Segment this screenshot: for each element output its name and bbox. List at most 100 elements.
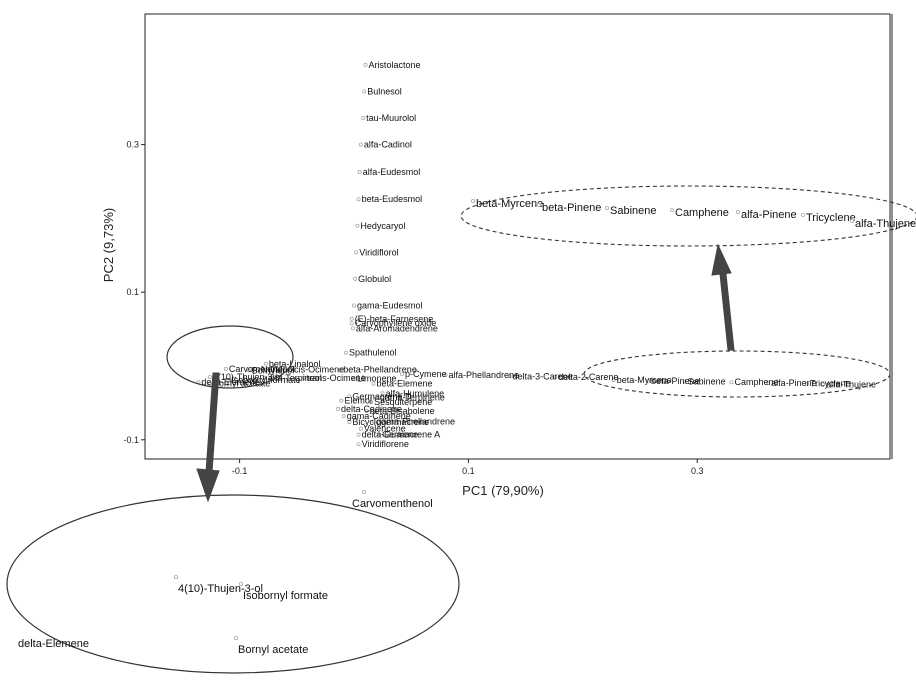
data-point xyxy=(246,368,251,373)
data-point xyxy=(371,419,376,424)
inset-point xyxy=(670,207,675,212)
x-tick-label: 0.1 xyxy=(462,466,475,476)
point-label: Hedycaryol xyxy=(360,221,405,231)
data-point xyxy=(356,197,361,202)
point-label: alfa-Humulene xyxy=(386,388,445,398)
point-label: delta-Cadinene xyxy=(341,404,402,414)
data-point xyxy=(646,378,651,383)
data-point xyxy=(371,381,376,386)
arrow-to-left-zoom xyxy=(196,372,220,503)
data-point xyxy=(821,382,826,387)
data-point xyxy=(729,380,734,385)
point-label: Aristolactone xyxy=(368,60,420,70)
point-label: Bicyclogermacrene xyxy=(352,417,429,427)
data-point xyxy=(377,432,382,437)
point-label: beta-Pinene xyxy=(651,376,700,386)
data-point xyxy=(553,375,558,380)
data-point xyxy=(380,391,385,396)
point-label: Sabinene xyxy=(688,376,726,386)
point-label: alfa-Thujene xyxy=(826,379,876,389)
y-tick-label: 0.1 xyxy=(126,287,139,297)
data-point xyxy=(223,366,228,371)
data-point xyxy=(507,374,512,379)
data-labels: Aristolactone Bulnesol tau-Muurolol alfa-Ca… xyxy=(201,60,876,449)
inset-label: Carvomenthenol xyxy=(352,498,433,510)
inset-label: beta-Myrcene xyxy=(476,198,543,210)
data-point xyxy=(341,414,346,419)
arrow-to-right-zoom xyxy=(711,243,735,351)
point-label: Germacrene A xyxy=(382,430,440,440)
data-point xyxy=(335,406,340,411)
data-point xyxy=(355,223,360,228)
data-point xyxy=(374,395,379,400)
data-point xyxy=(358,142,363,147)
point-label: Carvomenthenol xyxy=(229,364,295,374)
data-point xyxy=(351,376,356,381)
left-cluster-ellipse xyxy=(166,325,294,389)
point-label: alfa-Phellandrene xyxy=(449,370,520,380)
point-label: 4(10)-Thujen-3-ol xyxy=(213,372,283,382)
data-point xyxy=(262,375,267,380)
point-label: delta-Elemene xyxy=(201,377,259,387)
point-label: alfa-Aromadendrene xyxy=(356,323,438,333)
point-label: gama-Terpinene xyxy=(380,393,445,403)
inset-point xyxy=(233,636,238,641)
point-label: Sesquiterpene xyxy=(374,397,432,407)
point-label: gama-Cadinene xyxy=(347,411,411,421)
point-label: delta-Guaiene xyxy=(362,430,419,440)
data-point xyxy=(805,381,810,386)
inset-point xyxy=(470,198,475,203)
point-label: Isobornyl formate xyxy=(231,375,301,385)
data-point xyxy=(356,442,361,447)
point-label: Neral xyxy=(261,365,283,375)
data-point xyxy=(289,367,294,372)
plot-frame xyxy=(144,13,891,460)
inset-point xyxy=(238,582,243,587)
data-point xyxy=(349,316,354,321)
point-label: Viridiflorol xyxy=(359,247,398,257)
data-point xyxy=(255,367,260,372)
axes: -0.1 0.1 0.3 -0.1 0.1 0.3 PC1 (79,90%) PC2 (9,7… xyxy=(101,140,703,498)
data-point xyxy=(362,89,367,94)
inset-label: Isobornyl formate xyxy=(243,590,328,602)
data-point xyxy=(351,303,356,308)
inset-label: delta-Elemene xyxy=(18,638,89,650)
data-point xyxy=(611,378,616,383)
data-point xyxy=(301,375,306,380)
y-tick-label: -0.1 xyxy=(123,435,139,445)
point-label: beta-Eudesmol xyxy=(362,194,423,204)
point-label: beta-Phellandrene xyxy=(343,365,417,375)
point-label: alfa-Terpineol xyxy=(268,373,322,383)
inset-point xyxy=(537,202,542,207)
inset-point xyxy=(605,205,610,210)
point-label: cis-Ocimene xyxy=(294,365,344,375)
data-point xyxy=(364,409,369,414)
data-point xyxy=(207,381,212,386)
data-point xyxy=(343,350,348,355)
point-label: Valencene xyxy=(364,424,406,434)
data-point xyxy=(443,372,448,377)
x-tick-label: -0.1 xyxy=(232,466,248,476)
point-label: gama-Eudesmol xyxy=(357,300,423,310)
point-label: Limonene xyxy=(357,374,397,384)
data-point xyxy=(361,116,366,121)
point-label: beta-Elemene xyxy=(376,379,432,389)
point-label: Globulol xyxy=(358,274,391,284)
inset-point xyxy=(173,575,178,580)
data-point xyxy=(347,394,352,399)
data-point xyxy=(339,398,344,403)
data-points xyxy=(196,62,826,447)
data-point xyxy=(350,326,355,331)
data-point xyxy=(263,361,268,366)
point-label: beta-Bisabolene xyxy=(370,406,435,416)
point-label: tau-Muurolol xyxy=(366,113,416,123)
zoom-left-ellipse xyxy=(6,494,460,674)
point-label: beta-Linalool xyxy=(269,359,321,369)
right-cluster-ellipse xyxy=(583,350,891,398)
y-axis-label: PC2 (9,73%) xyxy=(101,208,116,282)
point-label: trans-Ocimene xyxy=(307,373,366,383)
data-point xyxy=(358,426,363,431)
inset-label: Bornyl acetate xyxy=(238,644,308,656)
point-label: Tricyclene xyxy=(810,379,851,389)
inset-point xyxy=(736,209,741,214)
